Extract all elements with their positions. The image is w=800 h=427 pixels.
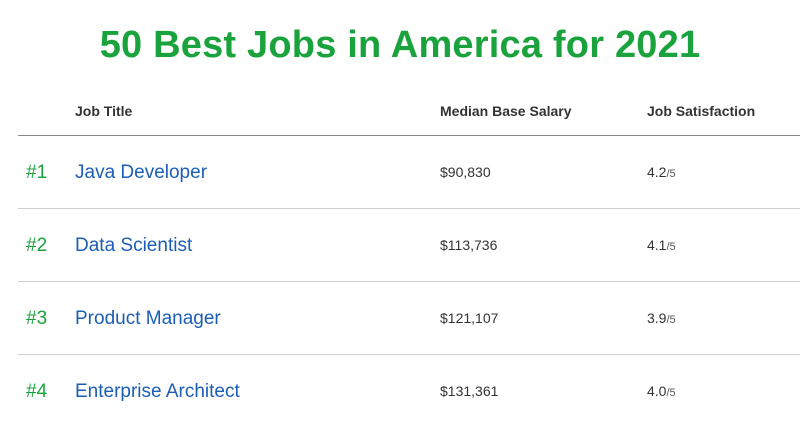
job-satisfaction: 4.2/5 (647, 164, 676, 180)
job-rank: #3 (26, 308, 48, 329)
median-base-salary: $121,107 (440, 310, 499, 326)
column-header-median-base-salary: Median Base Salary (440, 103, 572, 119)
table-row: #4 Enterprise Architect $131,361 4.0/5 (18, 355, 800, 427)
satisfaction-score: 3.9 (647, 310, 667, 326)
median-base-salary: $90,830 (440, 164, 491, 180)
job-title-link[interactable]: Enterprise Architect (75, 381, 240, 402)
satisfaction-max: /5 (666, 387, 676, 399)
job-title-link[interactable]: Product Manager (75, 308, 221, 329)
job-rank: #4 (26, 381, 48, 402)
job-satisfaction: 3.9/5 (647, 310, 676, 326)
table-header: Job Title Median Base Salary Job Satisfa… (18, 86, 800, 136)
satisfaction-max: /5 (666, 241, 676, 253)
column-header-job-title: Job Title (75, 103, 133, 119)
page-title: 50 Best Jobs in America for 2021 (99, 24, 701, 66)
column-header-job-satisfaction: Job Satisfaction (647, 103, 756, 119)
job-satisfaction: 4.0/5 (647, 383, 676, 399)
job-rank: #2 (26, 235, 48, 256)
table-row: #1 Java Developer $90,830 4.2/5 (18, 136, 800, 209)
satisfaction-score: 4.1 (647, 237, 667, 253)
median-base-salary: $131,361 (440, 383, 499, 399)
job-satisfaction: 4.1/5 (647, 237, 676, 253)
table-row: #3 Product Manager $121,107 3.9/5 (18, 282, 800, 355)
satisfaction-score: 4.0 (647, 383, 667, 399)
job-title-link[interactable]: Data Scientist (75, 235, 193, 256)
satisfaction-max: /5 (666, 314, 676, 326)
jobs-table: Job Title Median Base Salary Job Satisfa… (18, 86, 800, 427)
median-base-salary: $113,736 (440, 237, 498, 253)
job-rank: #1 (26, 162, 48, 183)
satisfaction-score: 4.2 (647, 164, 667, 180)
satisfaction-max: /5 (666, 168, 676, 180)
job-title-link[interactable]: Java Developer (75, 162, 208, 183)
table-row: #2 Data Scientist $113,736 4.1/5 (18, 209, 800, 282)
